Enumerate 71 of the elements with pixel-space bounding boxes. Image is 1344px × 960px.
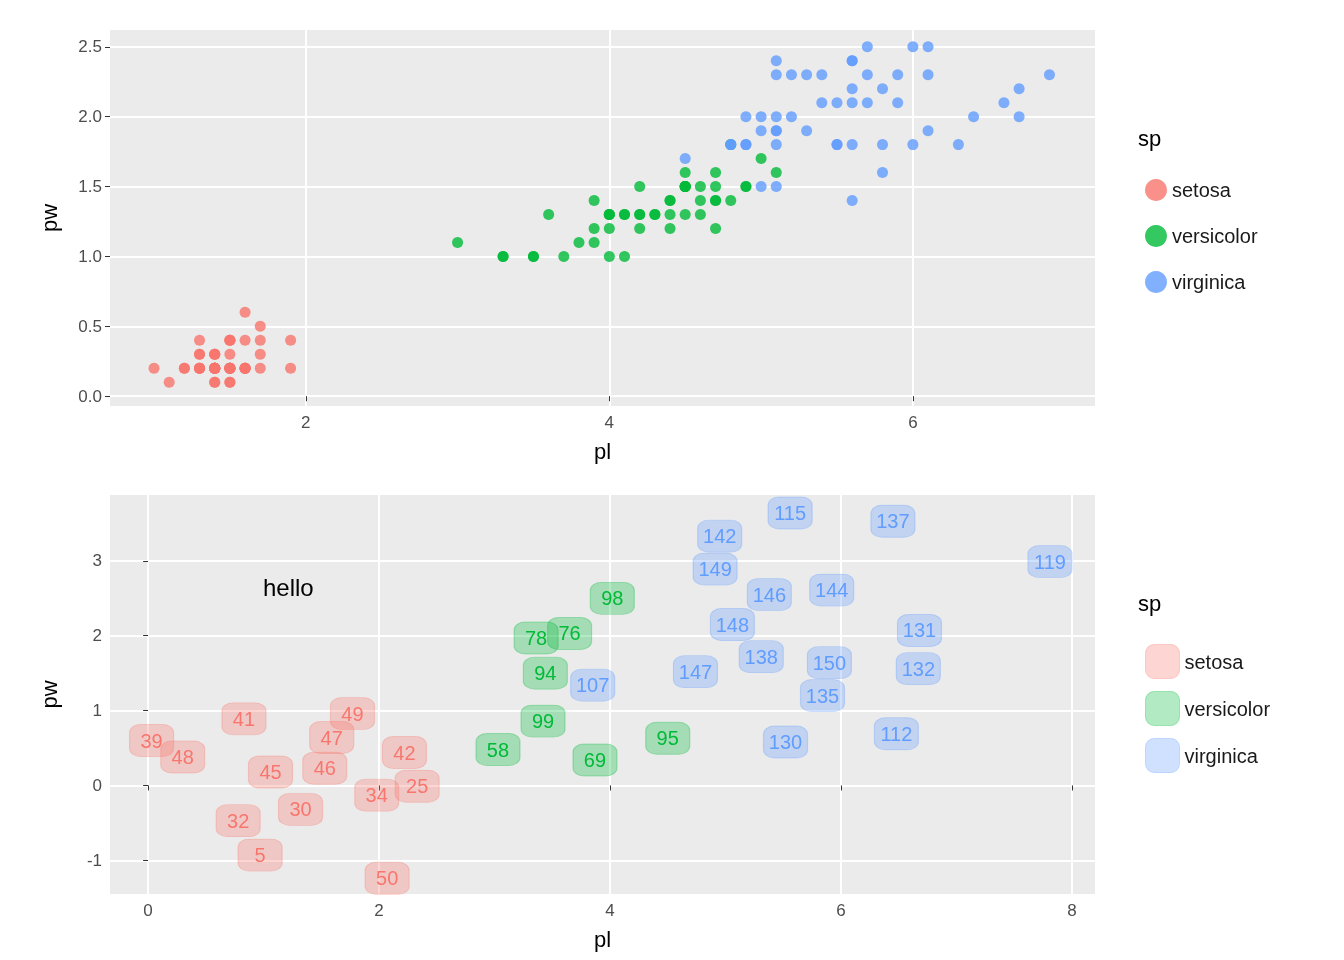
annotation: 49 [341,702,364,725]
y-tick-label: 1 [92,701,102,721]
x-tick-label: 6 [836,901,846,920]
y-tick-label: 2.0 [78,107,102,127]
y-axis-title: pw [36,203,62,233]
legend-title: sp [1138,590,1162,616]
annotation: 95 [656,727,679,750]
annotation: 131 [902,619,937,642]
annotation: 48 [171,746,194,769]
annotation: 39 [140,729,163,752]
x-tick-label: 4 [604,413,615,432]
annotation: 30 [289,798,312,821]
annotation: 32 [227,809,250,832]
annotation: 115 [774,501,807,524]
legend-label: virginica [1172,271,1247,293]
x-axis-title: pl [593,926,612,952]
x-tick-label: 6 [908,413,918,432]
legend-label: versicolor [1184,697,1271,720]
annotation: 146 [752,583,787,606]
annotation: 112 [880,722,913,745]
annotation: 58 [486,738,510,761]
y-tick-label: 2 [92,626,102,646]
y-axis-title: pw [36,680,62,709]
y-tick-label: 0.0 [78,386,102,406]
annotation: 148 [715,613,750,636]
annotation: 119 [1034,550,1066,573]
annotation: 132 [901,657,936,680]
annotation: 137 [876,510,910,533]
legend-label: setosa [1172,179,1232,201]
x-axis-title: pl [593,438,612,464]
x-tick-label: 2 [374,901,384,920]
annotation: 142 [703,525,737,548]
annotation: 42 [393,741,416,764]
annotation: 5 [254,844,266,867]
annotation: hello [263,573,314,601]
y-tick-label: 0.5 [78,316,102,336]
annotation: 98 [601,587,624,610]
annotation: 46 [313,757,336,780]
y-tick-label: 0 [92,775,102,795]
annotation: 94 [534,662,557,685]
legend-label: virginica [1184,744,1259,767]
annotation: 45 [259,760,282,783]
annotation: 107 [576,674,610,697]
annotation: 34 [365,784,388,807]
annotation: 149 [698,558,732,581]
annotation: 69 [583,749,607,771]
y-tick-label: 3 [92,551,102,571]
annotation: 130 [768,731,803,754]
annotation: 47 [320,726,343,749]
legend-label: setosa [1184,650,1245,673]
y-tick-label: -1 [86,850,102,870]
annotation: 147 [678,660,713,683]
x-tick-label: 0 [143,901,153,920]
legend-title: sp [1138,125,1162,151]
annotation: 138 [744,645,778,668]
x-tick-label: 8 [1067,901,1077,920]
x-tick-label: 4 [605,901,615,920]
annotation: 25 [406,775,429,798]
annotation: 150 [812,651,847,674]
y-tick-label: 1.0 [78,246,102,266]
annotation: 99 [531,710,555,733]
y-tick-label: 2.5 [78,37,102,57]
x-tick-label: 2 [301,413,311,432]
annotation: 50 [376,867,399,890]
annotation: 78 [524,626,548,649]
y-tick-label: 1.5 [78,177,102,197]
annotation: 135 [805,684,840,707]
annotation: 41 [232,707,256,730]
legend-label: versicolor [1172,225,1258,247]
annotation: 144 [815,579,849,602]
annotation: 76 [558,622,581,645]
